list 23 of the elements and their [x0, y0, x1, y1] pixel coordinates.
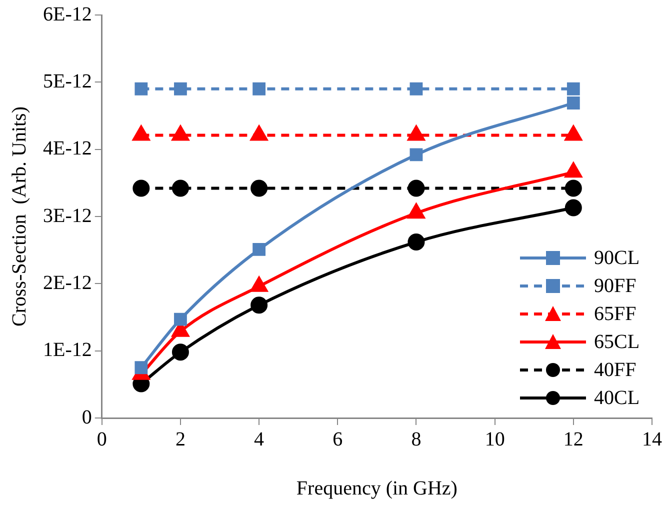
x-tick-label: 10 — [484, 428, 505, 450]
y-tick-label: 1E-12 — [42, 339, 92, 362]
y-tick-label: 4E-12 — [42, 138, 92, 160]
y-tick-label: 3E-12 — [42, 204, 92, 227]
x-tick-label: 6 — [332, 428, 343, 450]
x-tick-label: 0 — [96, 428, 107, 450]
y-tick-label: 6E-12 — [42, 3, 92, 26]
y-tick-label: 5E-12 — [42, 70, 92, 92]
x-tick-label: 14 — [642, 428, 662, 450]
x-tick-label: 8 — [411, 428, 422, 450]
legend-label: 65FF — [594, 302, 636, 326]
y-tick-label: 0 — [82, 406, 92, 428]
legend-label: 40CL — [594, 386, 640, 410]
y-axis-title: Cross-Section (Arb. Units) — [8, 106, 30, 326]
x-tick-label: 12 — [563, 428, 584, 450]
legend-label: 90FF — [594, 274, 636, 298]
x-tick-label: 4 — [254, 428, 264, 450]
x-tick-label: 2 — [175, 428, 186, 450]
legend-label: 90CL — [594, 246, 640, 270]
x-axis-title: Frequency (in GHz) — [296, 477, 458, 500]
y-tick-label: 2E-12 — [42, 272, 92, 294]
legend-label: 40FF — [594, 358, 636, 382]
legend-label: 65CL — [594, 330, 640, 354]
